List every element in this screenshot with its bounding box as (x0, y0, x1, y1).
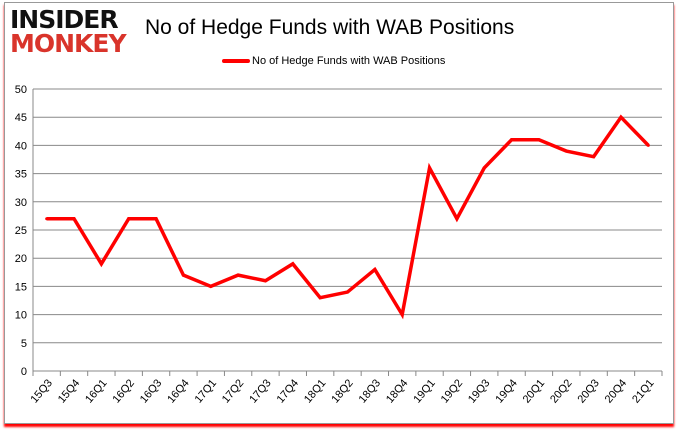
data-point (482, 166, 486, 170)
x-tick-label: 19Q2 (439, 377, 465, 405)
data-point (72, 217, 76, 221)
data-point (619, 115, 623, 119)
data-point (646, 143, 650, 147)
data-point (455, 217, 459, 221)
data-point (45, 217, 49, 221)
chart-title: No of Hedge Funds with WAB Positions (145, 16, 515, 39)
logo-line1: INSIDER (10, 5, 119, 34)
y-tick-label: 5 (21, 338, 27, 350)
legend: No of Hedge Funds with WAB Positions (222, 55, 445, 67)
data-point (592, 155, 596, 159)
x-tick-label: 16Q4 (165, 377, 191, 405)
data-point (181, 273, 185, 277)
insider-monkey-logo: INSIDER MONKEY (10, 5, 127, 58)
y-tick-label: 20 (15, 253, 27, 265)
data-point (236, 273, 240, 277)
data-point (127, 217, 131, 221)
y-tick-label: 25 (15, 225, 27, 237)
data-point (373, 267, 377, 271)
data-point (99, 262, 103, 266)
x-tick-label: 17Q2 (220, 377, 246, 405)
y-tick-label: 50 (15, 84, 27, 96)
chart-frame (4, 2, 674, 424)
data-point (291, 262, 295, 266)
logo-line2: MONKEY (10, 29, 127, 58)
data-point (400, 313, 404, 317)
x-tick-label: 20Q4 (603, 377, 629, 405)
x-tick-label: 18Q3 (357, 377, 383, 405)
legend-label: No of Hedge Funds with WAB Positions (252, 55, 446, 67)
x-tick-label: 20Q1 (521, 377, 547, 405)
x-tick-label: 16Q2 (111, 377, 137, 405)
y-tick-label: 40 (15, 140, 27, 152)
data-point (263, 279, 267, 283)
y-tick-label: 10 (15, 310, 27, 322)
x-tick-label: 16Q1 (83, 377, 109, 405)
data-point (564, 149, 568, 153)
x-tick-label: 19Q3 (466, 377, 492, 405)
x-tick-label: 15Q4 (56, 377, 82, 405)
y-tick-label: 35 (15, 169, 27, 181)
x-tick-label: 19Q4 (493, 377, 519, 405)
y-tick-label: 0 (21, 366, 27, 378)
x-tick-label: 17Q1 (193, 377, 219, 405)
y-tick-label: 45 (15, 112, 27, 124)
data-point (209, 284, 213, 288)
x-tick-label: 19Q1 (411, 377, 437, 405)
x-tick-label: 20Q2 (548, 377, 574, 405)
x-tick-label: 17Q3 (247, 377, 273, 405)
data-point (537, 138, 541, 142)
x-tick-label: 18Q2 (329, 377, 355, 405)
x-tick-label: 18Q4 (384, 377, 410, 405)
y-tick-label: 30 (15, 197, 27, 209)
x-tick-label: 18Q1 (302, 377, 328, 405)
x-tick-label: 16Q3 (138, 377, 164, 405)
y-tick-label: 15 (15, 281, 27, 293)
legend-swatch (222, 59, 250, 63)
x-tick-label: 21Q1 (630, 377, 656, 405)
data-point (346, 290, 349, 294)
x-tick-label: 17Q4 (275, 377, 301, 405)
data-point (510, 138, 514, 142)
series-line (46, 114, 650, 320)
x-tick-label: 15Q3 (28, 377, 54, 405)
data-point (318, 296, 322, 300)
x-tick-label: 20Q3 (575, 377, 601, 405)
data-point (154, 217, 158, 221)
data-point (428, 166, 432, 170)
